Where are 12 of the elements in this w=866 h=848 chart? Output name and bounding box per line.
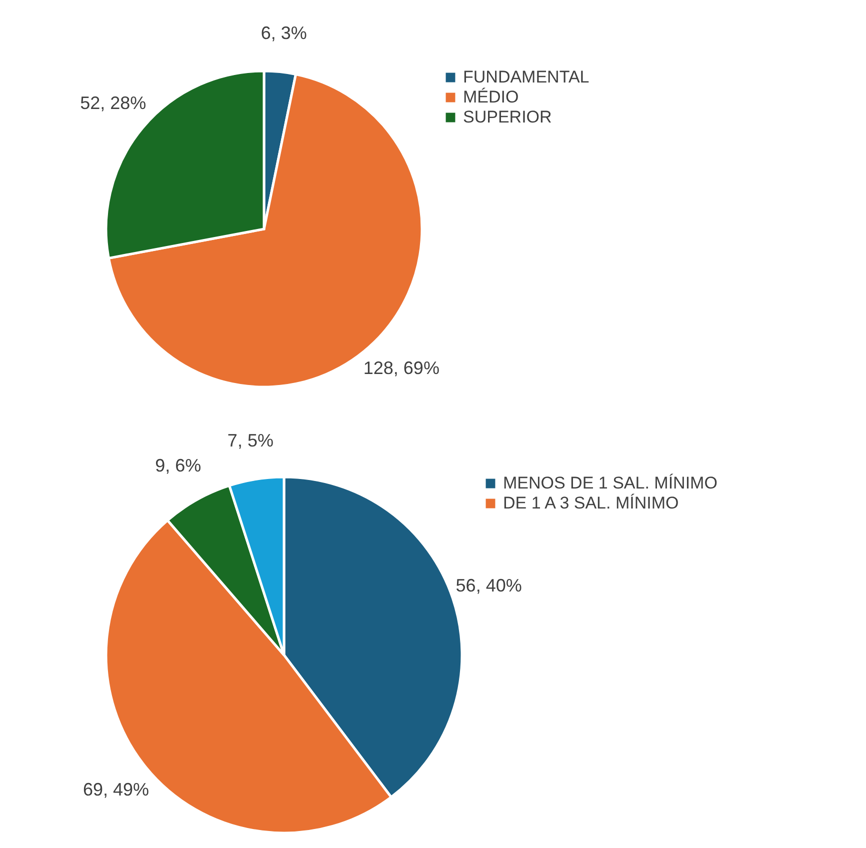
- legend-label: MÉDIO: [463, 88, 519, 106]
- data-label: 7, 5%: [227, 430, 274, 451]
- data-label: 128, 69%: [363, 358, 440, 378]
- data-label: 69, 49%: [82, 780, 150, 800]
- legend-label: FUNDAMENTAL: [463, 68, 590, 86]
- data-label: 52, 28%: [80, 92, 146, 113]
- data-label: 6, 3%: [260, 23, 307, 44]
- legend-label: DE 1 A 3 SAL. MÍNIMO: [503, 494, 679, 512]
- legend-label: SUPERIOR: [463, 108, 552, 126]
- legend-label: MENOS DE 1 SAL. MÍNIMO: [503, 474, 718, 492]
- data-label: 56, 40%: [456, 575, 522, 596]
- data-label: 9, 6%: [155, 456, 202, 476]
